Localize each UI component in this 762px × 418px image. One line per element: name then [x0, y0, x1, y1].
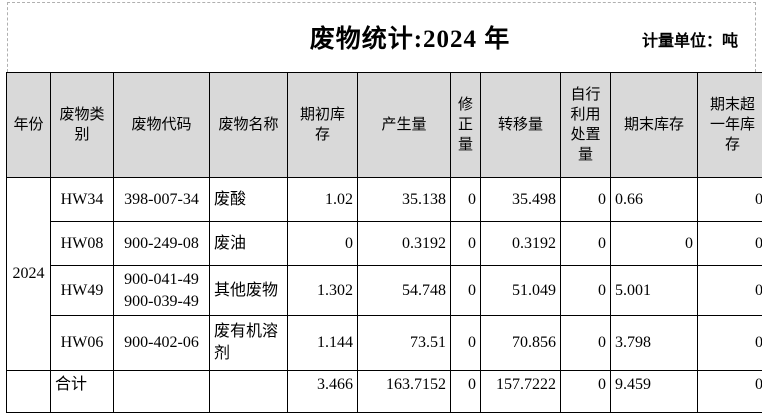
- cell-code: 398-007-34: [113, 177, 210, 222]
- cell-name: 废有机溶剂: [209, 315, 288, 371]
- cell-code: 900-249-08: [113, 221, 210, 266]
- cell-name: 废酸: [209, 177, 288, 222]
- cell-name: 其他废物: [209, 265, 288, 316]
- cell-code: 900-402-06: [113, 315, 210, 371]
- cell-code-empty: [113, 370, 210, 413]
- cell-self-disposal: 0: [560, 315, 611, 371]
- cell-begin-inventory: 1.02: [287, 177, 358, 222]
- cell-total-transferred: 157.7222: [480, 370, 561, 413]
- waste-stats-table: 年份 废物类 别 废物代码 废物名称 期初库 存 产生量 修 正 量 转移量 自…: [6, 72, 762, 413]
- cell-transferred: 0.3192: [480, 221, 561, 266]
- table-row: 2024 HW34 398-007-34 废酸 1.02 35.138 0 35…: [6, 177, 762, 371]
- cell-correction: 0: [450, 221, 481, 266]
- header-row: 年份 废物类 别 废物代码 废物名称 期初库 存 产生量 修 正 量 转移量 自…: [6, 72, 762, 178]
- cell-transferred: 51.049: [480, 265, 561, 316]
- cell-produced: 73.51: [357, 315, 451, 371]
- header-cell-correction: 修 正 量: [450, 72, 481, 178]
- header-cell-self-disposal: 自行 利用 处置 量: [560, 72, 611, 178]
- cell-begin-inventory: 0: [287, 221, 358, 266]
- cell-self-disposal: 0: [560, 177, 611, 222]
- cell-transferred: 70.856: [480, 315, 561, 371]
- cell-produced: 35.138: [357, 177, 451, 222]
- page-title: 废物统计:2024 年: [309, 26, 511, 53]
- table-row: HW08 900-249-08 废油 0 0.3192 0 0.3192 0 0…: [7, 221, 762, 266]
- header-cell-transferred: 转移量: [480, 72, 561, 178]
- cell-category: HW34: [50, 177, 114, 222]
- cell-end-inventory: 0.66: [610, 177, 698, 222]
- table-row: HW06 900-402-06 废有机溶剂 1.144 73.51 0 70.8…: [7, 315, 762, 371]
- page-break-dash-right: [755, 2, 756, 72]
- cell-transferred: 35.498: [480, 177, 561, 222]
- page-break-dash-top: [7, 2, 756, 3]
- header-cell-end-inventory: 期末库存: [610, 72, 698, 178]
- header-cell-name: 废物名称: [209, 72, 288, 178]
- cell-produced: 54.748: [357, 265, 451, 316]
- cell-total-end-over-year: 0: [697, 370, 762, 413]
- unit-label: 计量单位：吨: [641, 33, 738, 50]
- cell-year-empty: [6, 370, 51, 413]
- cell-produced: 0.3192: [357, 221, 451, 266]
- total-row: 合计 3.466 163.7152 0 157.7222 0 9.459 0: [6, 370, 762, 413]
- page-break-dash-left: [7, 2, 8, 72]
- header-cell-code: 废物代码: [113, 72, 210, 178]
- cell-category: HW08: [50, 221, 114, 266]
- cell-end-over-year: 0: [697, 265, 762, 316]
- cell-name-empty: [209, 370, 288, 413]
- cell-end-inventory: 5.001: [610, 265, 698, 316]
- cell-year: 2024: [6, 177, 51, 371]
- cell-end-over-year: 0: [697, 315, 762, 371]
- cell-end-inventory: 0: [610, 221, 698, 266]
- cell-total-correction: 0: [450, 370, 481, 413]
- header-cell-category: 废物类 别: [50, 72, 114, 178]
- cell-correction: 0: [450, 265, 481, 316]
- cell-category: HW49: [50, 265, 114, 316]
- cell-end-over-year: 0: [697, 221, 762, 266]
- cell-total-label: 合计: [50, 370, 114, 413]
- cell-self-disposal: 0: [560, 265, 611, 316]
- header-cell-begin-inventory: 期初库 存: [287, 72, 358, 178]
- cell-begin-inventory: 1.144: [287, 315, 358, 371]
- cell-total-produced: 163.7152: [357, 370, 451, 413]
- cell-self-disposal: 0: [560, 221, 611, 266]
- cell-correction: 0: [450, 315, 481, 371]
- cell-total-begin-inventory: 3.466: [287, 370, 358, 413]
- header-cell-end-over-year: 期末超 一年库 存: [697, 72, 762, 178]
- cell-begin-inventory: 1.302: [287, 265, 358, 316]
- cell-name: 废油: [209, 221, 288, 266]
- cell-code: 900-041-49 900-039-49: [113, 265, 210, 316]
- cell-total-self-disposal: 0: [560, 370, 611, 413]
- header-cell-produced: 产生量: [357, 72, 451, 178]
- cell-category: HW06: [50, 315, 114, 371]
- table-row: HW49 900-041-49 900-039-49 其他废物 1.302 54…: [7, 265, 762, 316]
- cell-end-over-year: 0: [697, 177, 762, 222]
- cell-total-end-inventory: 9.459: [610, 370, 698, 413]
- cell-correction: 0: [450, 177, 481, 222]
- cell-end-inventory: 3.798: [610, 315, 698, 371]
- header-cell-year: 年份: [6, 72, 51, 178]
